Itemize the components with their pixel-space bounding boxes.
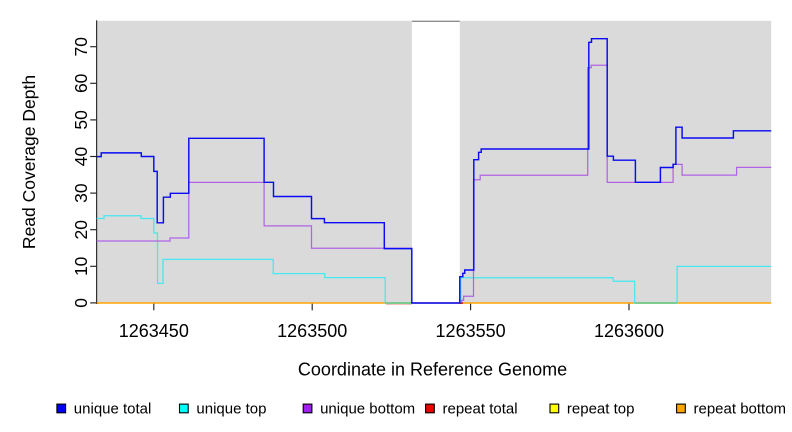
svg-text:1263600: 1263600 — [594, 321, 664, 341]
svg-text:0: 0 — [71, 298, 91, 308]
svg-text:50: 50 — [71, 110, 91, 130]
svg-text:Read Coverage Depth: Read Coverage Depth — [19, 75, 39, 249]
svg-text:unique total: unique total — [74, 400, 152, 417]
svg-text:20: 20 — [71, 220, 91, 240]
svg-text:40: 40 — [71, 147, 91, 167]
svg-text:repeat total: repeat total — [443, 400, 518, 417]
svg-text:Coordinate in Reference Genome: Coordinate in Reference Genome — [298, 359, 567, 379]
svg-text:repeat bottom: repeat bottom — [694, 400, 787, 417]
svg-text:70: 70 — [71, 37, 91, 57]
svg-text:unique bottom: unique bottom — [320, 400, 415, 417]
svg-text:1263450: 1263450 — [119, 321, 189, 341]
svg-text:30: 30 — [71, 183, 91, 203]
svg-text:1263550: 1263550 — [436, 321, 506, 341]
svg-text:10: 10 — [71, 256, 91, 276]
svg-text:repeat top: repeat top — [567, 400, 635, 417]
svg-text:unique top: unique top — [196, 400, 266, 417]
svg-text:1263500: 1263500 — [277, 321, 347, 341]
svg-text:60: 60 — [71, 73, 91, 93]
